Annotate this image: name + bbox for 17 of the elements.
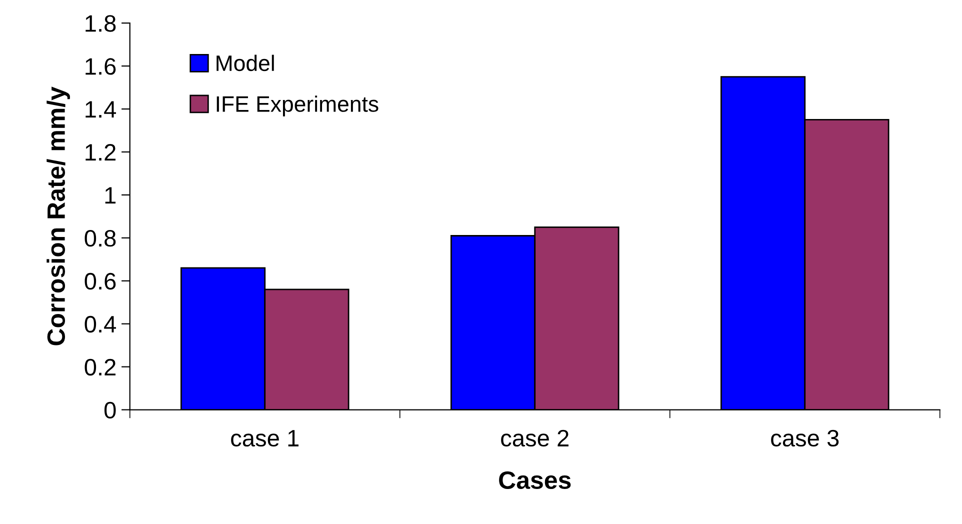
- legend-label: IFE Experiments: [216, 96, 378, 116]
- y-tick-label: 1: [105, 187, 116, 204]
- y-tick-label: 0: [104, 402, 116, 419]
- x-tick-label: case 3: [771, 430, 839, 447]
- y-tick-label: 1.6: [86, 58, 116, 75]
- y-tick-label: 0.8: [84, 230, 116, 247]
- y-axis-title: Corrosion Rate/ mm/y: [46, 86, 70, 346]
- y-tick-label: 0.2: [84, 358, 116, 376]
- y-tick-label: 1.2: [86, 144, 116, 161]
- legend-label: Model: [216, 54, 274, 72]
- y-tick-label: 1.4: [86, 101, 116, 118]
- y-tick-label: 0.4: [84, 316, 116, 333]
- x-tick-label: case 2: [501, 430, 568, 447]
- x-tick-label: case 1: [231, 430, 299, 447]
- x-axis-title: Cases: [499, 471, 571, 490]
- y-tick-label: 0.6: [84, 272, 116, 290]
- y-tick-label: 1.8: [86, 15, 116, 32]
